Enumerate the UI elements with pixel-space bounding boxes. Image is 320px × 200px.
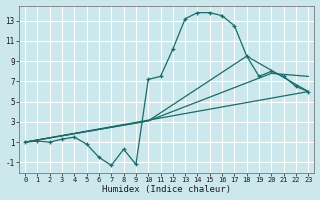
X-axis label: Humidex (Indice chaleur): Humidex (Indice chaleur) — [102, 185, 231, 194]
